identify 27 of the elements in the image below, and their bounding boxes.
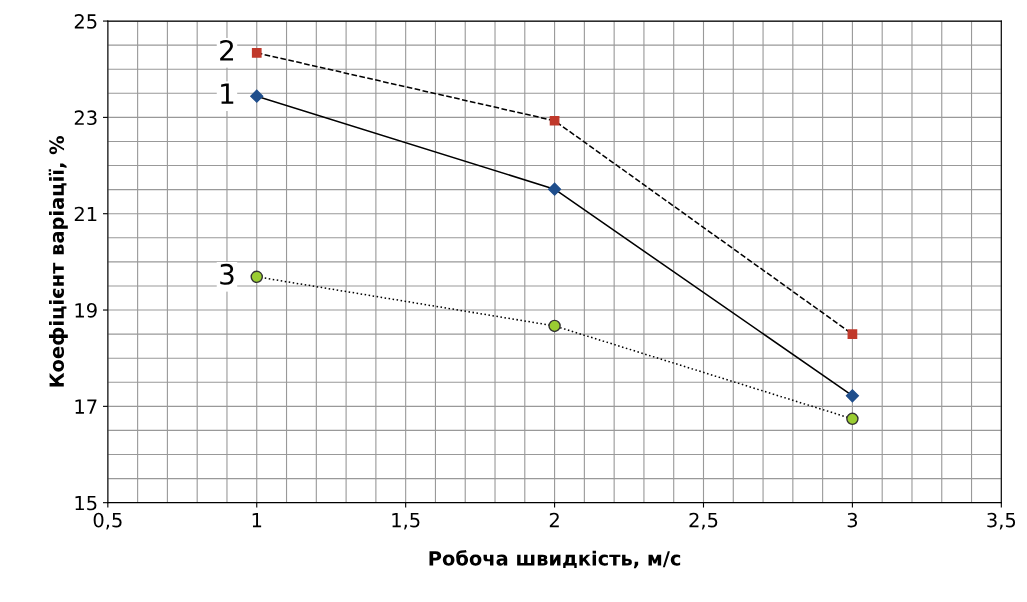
x-tick-label: 1 [252, 512, 262, 528]
series-label: 1 [221, 83, 234, 104]
x-tick-label: 1,5 [392, 512, 420, 530]
y-tick-label: 25 [74, 14, 97, 29]
x-tick-label: 3 [847, 512, 858, 528]
y-tick-label: 23 [74, 110, 97, 126]
x-tick-label: 3,5 [987, 512, 1016, 530]
y-tick-label: 15 [75, 495, 97, 511]
point [847, 329, 858, 339]
y-axis-title: Коефіцієнт варіації, % [48, 136, 68, 387]
x-tick-label: 0,5 [93, 512, 122, 530]
point [548, 319, 561, 333]
point [250, 270, 264, 284]
point [845, 389, 859, 403]
y-tick-label: 21 [74, 206, 97, 222]
y-tick-label: 19 [75, 302, 97, 318]
x-tick-label: 2 [549, 512, 559, 528]
x-tick-label: 2,5 [689, 512, 718, 530]
y-tick-label: 17 [75, 399, 97, 414]
point [251, 47, 262, 58]
point [547, 182, 562, 196]
point [846, 412, 859, 426]
series-label: 2 [220, 39, 234, 61]
x-axis-title: Робоча швидкість, м/с [429, 550, 681, 569]
series-label: 3 [220, 263, 234, 285]
point [250, 89, 264, 103]
point [549, 115, 560, 126]
